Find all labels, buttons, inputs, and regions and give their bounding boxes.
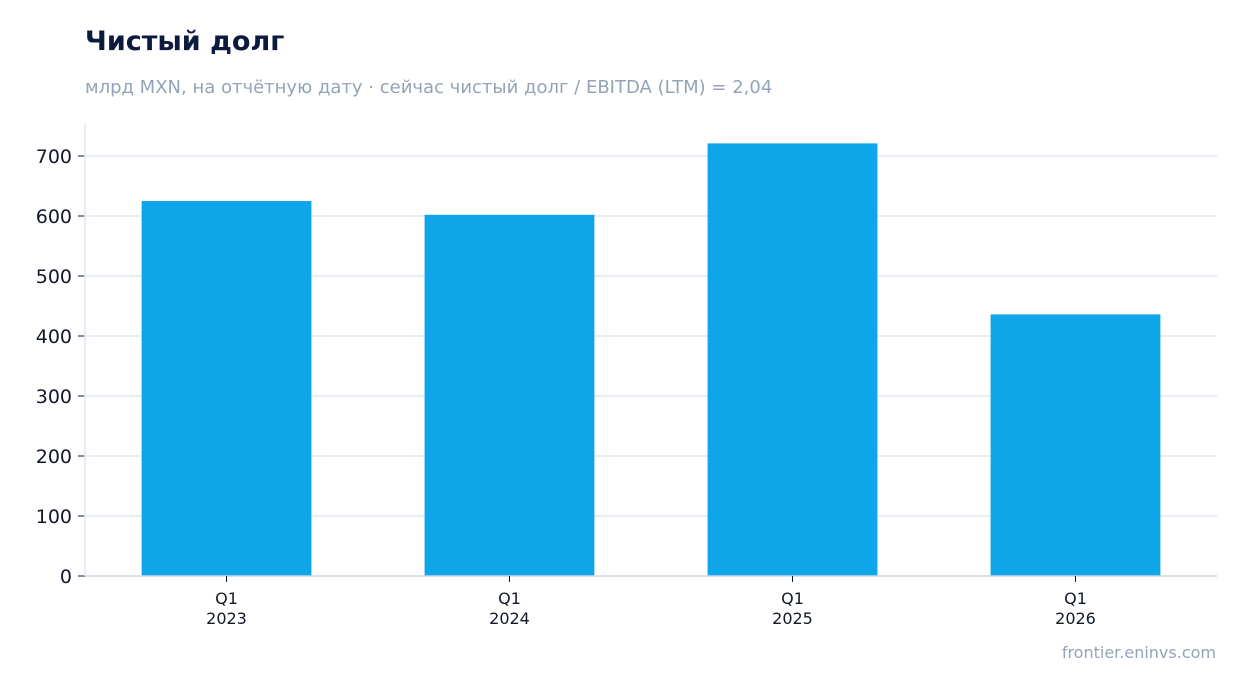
chart-title: Чистый долг [85,26,285,57]
x-tick-label: 2024 [489,609,530,628]
y-axis-tick-labels: 0 100 200 300 400 500 600 700 [36,146,72,588]
x-tick-label: Q1 [1064,589,1087,608]
x-tick-label: Q1 [781,589,804,608]
source-credit: frontier.eninvs.com [1061,643,1216,662]
bars [141,143,1161,577]
x-tick-label: 2026 [1055,609,1096,628]
y-tick-label: 100 [36,506,72,528]
y-tick-label: 400 [36,326,72,348]
axes [78,123,1217,582]
x-tick-label: Q1 [215,589,238,608]
y-tick-label: 200 [36,446,72,468]
bar [141,201,312,576]
y-tick-label: 600 [36,206,72,228]
x-tick-label: 2025 [772,609,813,628]
y-tick-label: 300 [36,386,72,408]
bar [990,314,1161,576]
x-tick-label: Q1 [498,589,521,608]
bar [424,214,595,577]
bar [707,143,878,576]
y-tick-label: 0 [60,566,72,588]
y-tick-label: 700 [36,146,72,168]
y-tick-label: 500 [36,266,72,288]
x-tick-label: 2023 [206,609,247,628]
chart-subtitle: млрд MXN, на отчётную дату · сейчас чист… [85,77,773,98]
